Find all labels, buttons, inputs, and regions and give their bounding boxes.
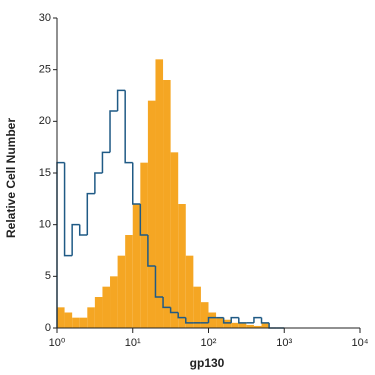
bar [102, 286, 111, 328]
y-tick-label: 30 [39, 12, 51, 24]
step [154, 266, 164, 298]
bar [110, 276, 118, 328]
step [230, 316, 239, 323]
y-tick-label: 10 [39, 219, 51, 231]
x-tick-label: 10⁴ [352, 337, 369, 349]
step [253, 316, 262, 323]
bar [216, 317, 224, 328]
y-tick-label: 0 [45, 322, 51, 334]
y-tick-label: 25 [39, 64, 51, 76]
step [207, 316, 217, 323]
step [147, 235, 156, 267]
bar [72, 317, 80, 328]
bar [87, 307, 95, 328]
bar [57, 307, 65, 328]
bar [163, 80, 171, 328]
y-axis-title: Relative Cell Number [4, 118, 18, 238]
step [94, 172, 103, 194]
x-tick-label: 10² [201, 337, 217, 349]
bar [132, 204, 141, 328]
step [101, 151, 111, 173]
bar [79, 317, 88, 328]
step [71, 223, 80, 256]
y-tick-label: 5 [45, 270, 51, 282]
bar [155, 59, 164, 328]
x-tick-label: 10³ [276, 337, 292, 349]
y-tick-label: 20 [39, 115, 51, 127]
step [132, 162, 141, 205]
bar [246, 324, 254, 328]
y-tick-label: 15 [39, 167, 51, 179]
bar [208, 312, 217, 328]
x-tick-label: 10⁰ [49, 337, 66, 349]
bar [185, 255, 194, 328]
step [222, 317, 232, 324]
bar [223, 319, 232, 328]
bar [117, 255, 126, 328]
bar [94, 297, 103, 328]
step [177, 312, 186, 319]
step [169, 307, 179, 314]
step [56, 161, 65, 328]
bar [178, 204, 186, 328]
bar [170, 152, 179, 328]
step [109, 110, 118, 153]
bar [253, 325, 262, 328]
step [116, 89, 126, 111]
step [238, 317, 247, 324]
bar [261, 322, 270, 328]
bar [200, 302, 209, 328]
step [86, 192, 95, 235]
bar [147, 100, 156, 329]
bar [231, 322, 239, 328]
step [63, 162, 73, 257]
bar [64, 312, 73, 328]
x-axis-title: gp130 [190, 356, 225, 370]
step [185, 317, 194, 324]
step [268, 322, 277, 329]
bar [125, 235, 133, 328]
step [124, 90, 133, 164]
step [139, 204, 148, 236]
step [162, 297, 171, 309]
bar [193, 286, 201, 328]
step [260, 317, 270, 324]
step [78, 224, 88, 236]
x-tick-label: 10¹ [125, 337, 141, 349]
bar [238, 322, 247, 328]
bar [140, 162, 148, 328]
